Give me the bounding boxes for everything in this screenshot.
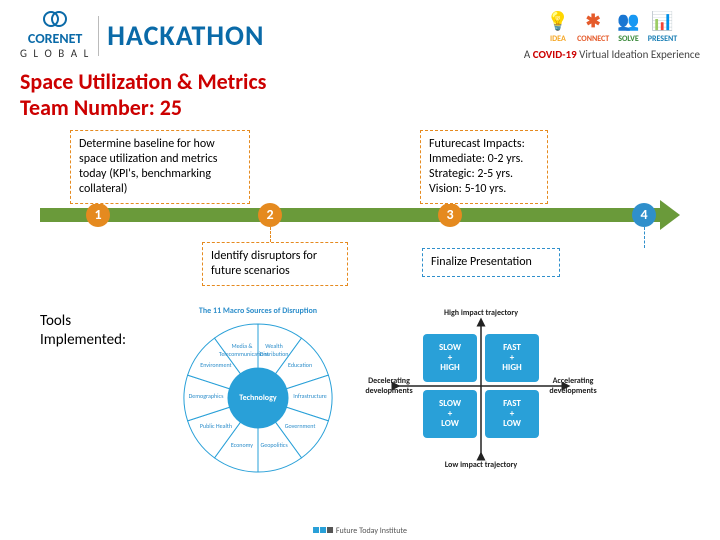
wheel-segment: Education xyxy=(277,361,323,369)
tagline: A COVID-19 Virtual Ideation Experience xyxy=(524,48,700,61)
wheel-segment: Demographics xyxy=(183,392,229,400)
wheel-segment: Public Health xyxy=(193,422,239,430)
quadrant-axis-label: High impact trajectory xyxy=(436,308,526,318)
timeline-box-4: Finalize Presentation xyxy=(422,248,560,277)
hackathon-wordmark: HACKATHON xyxy=(107,18,264,53)
title-line1: Space Utilization & Metrics xyxy=(20,69,720,95)
impact-quadrant: SLOW+HIGHFAST+HIGHSLOW+LOWFAST+LOW High i… xyxy=(366,306,596,476)
footer-text: Future Today Institute xyxy=(336,526,407,536)
slide-title: Space Utilization & Metrics Team Number:… xyxy=(0,61,720,122)
present-icon: 📊 xyxy=(651,10,673,32)
tools-row: Tools Implemented: The 11 Macro Sources … xyxy=(0,300,720,478)
timeline-node-3: 3 xyxy=(438,203,462,227)
step-label: SOLVE xyxy=(618,34,639,44)
wheel-title: The 11 Macro Sources of Disruption xyxy=(168,306,348,316)
title-line2: Team Number: 25 xyxy=(20,95,720,121)
corenet-name: CORENET xyxy=(20,30,90,47)
wheel-segment: Infrastructure xyxy=(287,392,333,400)
process-steps: 💡 IDEA ✱ CONNECT 👥 SOLVE 📊 PRESENT xyxy=(524,10,700,44)
solve-icon: 👥 xyxy=(617,10,639,32)
connect-icon: ✱ xyxy=(586,10,601,32)
corenet-logo: CORENET G L O B A L xyxy=(20,11,90,60)
timeline: 1 2 3 4 Determine baseline for how space uti… xyxy=(0,130,720,300)
quadrant-axis-label: Decelerating developments xyxy=(360,376,418,396)
timeline-box-3: Identify disruptors for future scenarios xyxy=(202,242,348,286)
wheel-segment: Economy xyxy=(219,441,265,449)
step-present: 📊 PRESENT xyxy=(648,10,678,44)
timeline-box-1: Determine baseline for how space utiliza… xyxy=(70,130,250,204)
tagline-post: Virtual Ideation Experience xyxy=(577,48,700,61)
logo-left: CORENET G L O B A L HACKATHON xyxy=(20,10,264,61)
timeline-arrowhead-icon xyxy=(660,200,680,230)
wheel-segment: Environment xyxy=(193,361,239,369)
idea-icon: 💡 xyxy=(547,10,569,32)
quadrant-axis-label: Low impact trajectory xyxy=(436,460,526,470)
step-label: PRESENT xyxy=(648,34,678,44)
quadrant-cell-2: SLOW+LOW xyxy=(423,390,477,438)
step-connect: ✱ CONNECT xyxy=(577,10,609,44)
wheel-graphic: Technology Wealth DistributionEducationI… xyxy=(178,318,338,478)
timeline-node-1: 1 xyxy=(86,203,110,227)
logo-right: 💡 IDEA ✱ CONNECT 👥 SOLVE 📊 PRESENT A COVID-19 V… xyxy=(524,10,700,61)
quadrant-cell-3: FAST+LOW xyxy=(485,390,539,438)
timeline-connector xyxy=(270,227,271,242)
wheel-segment: Media & Telecommunications xyxy=(219,342,265,358)
tagline-pre: A xyxy=(524,48,533,61)
step-label: CONNECT xyxy=(577,34,609,44)
corenet-eye-icon xyxy=(40,11,70,25)
tagline-covid: COVID-19 xyxy=(533,48,577,61)
quadrant-axis-label: Accelerating developments xyxy=(544,376,602,396)
wheel-center-label: Technology xyxy=(239,393,276,403)
step-idea: 💡 IDEA xyxy=(547,10,569,44)
step-solve: 👥 SOLVE xyxy=(617,10,639,44)
wheel-segment: Government xyxy=(277,422,323,430)
tools-label: Tools Implemented: xyxy=(40,306,150,351)
timeline-box-2: Futurecast Impacts: Immediate: 0-2 yrs. … xyxy=(420,130,548,204)
step-label: IDEA xyxy=(550,34,566,44)
header: CORENET G L O B A L HACKATHON 💡 IDEA ✱ CONN… xyxy=(0,0,720,61)
timeline-node-4: 4 xyxy=(632,203,656,227)
timeline-bar xyxy=(40,208,660,222)
quadrant-cell-1: FAST+HIGH xyxy=(485,334,539,382)
corenet-sub: G L O B A L xyxy=(20,47,90,60)
timeline-node-2: 2 xyxy=(258,203,282,227)
disruption-wheel: The 11 Macro Sources of Disruption Techn… xyxy=(168,306,348,478)
logo-divider xyxy=(98,16,99,56)
timeline-connector xyxy=(644,227,645,248)
quadrant-cell-0: SLOW+HIGH xyxy=(423,334,477,382)
footer-attribution: Future Today Institute xyxy=(313,526,407,536)
